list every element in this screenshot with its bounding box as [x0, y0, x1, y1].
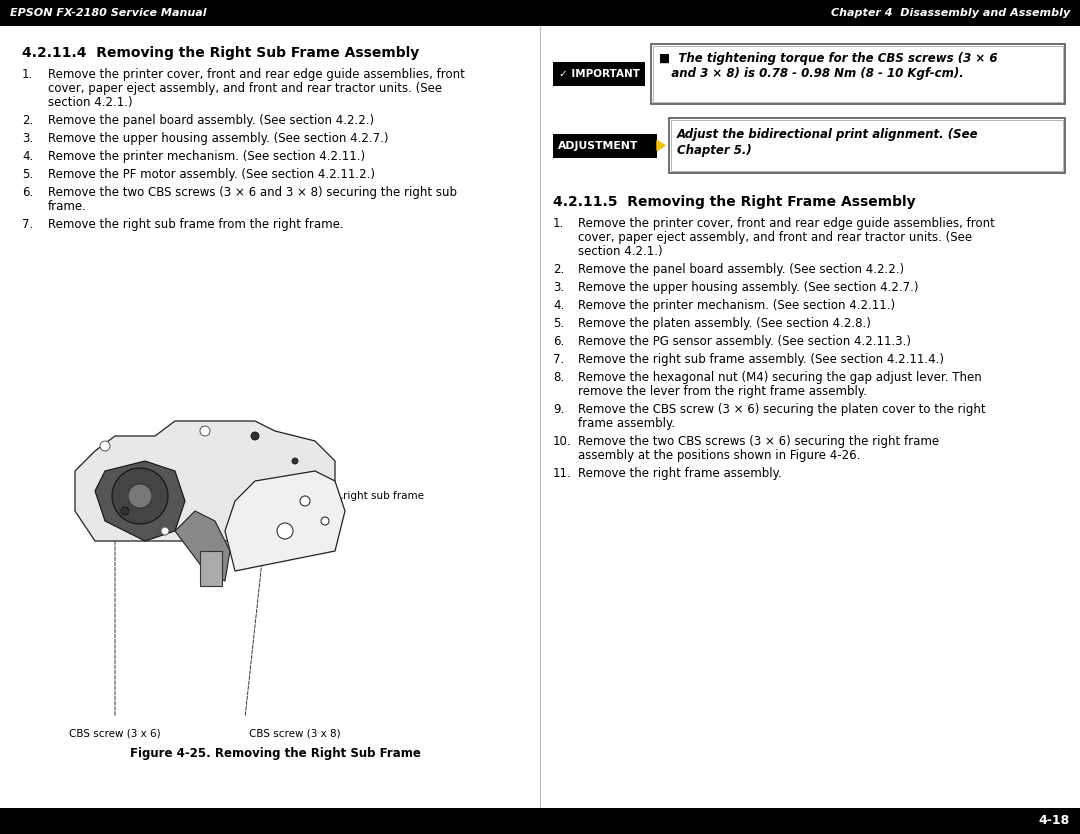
- Text: section 4.2.1.): section 4.2.1.): [48, 96, 133, 109]
- Text: 9.: 9.: [553, 403, 564, 416]
- Text: Remove the upper housing assembly. (See section 4.2.7.): Remove the upper housing assembly. (See …: [578, 281, 918, 294]
- Text: CBS screw (3 x 6): CBS screw (3 x 6): [69, 728, 161, 738]
- Text: Remove the platen assembly. (See section 4.2.8.): Remove the platen assembly. (See section…: [578, 317, 870, 330]
- Text: ADJUSTMENT: ADJUSTMENT: [558, 140, 638, 150]
- Text: ✓ IMPORTANT: ✓ IMPORTANT: [559, 69, 640, 79]
- Text: 7.: 7.: [22, 218, 33, 231]
- Text: 6.: 6.: [22, 186, 33, 199]
- Text: Remove the panel board assembly. (See section 4.2.2.): Remove the panel board assembly. (See se…: [578, 263, 904, 276]
- Text: Remove the panel board assembly. (See section 4.2.2.): Remove the panel board assembly. (See se…: [48, 114, 374, 127]
- Text: 5.: 5.: [22, 168, 33, 181]
- Text: frame.: frame.: [48, 200, 86, 213]
- Bar: [0, 0, 1080, 26]
- Text: Remove the upper housing assembly. (See section 4.2.7.): Remove the upper housing assembly. (See …: [48, 132, 389, 145]
- Text: 6.: 6.: [553, 335, 564, 348]
- Circle shape: [100, 441, 110, 451]
- Text: 1.: 1.: [553, 217, 564, 230]
- Text: 11.: 11.: [553, 467, 571, 480]
- Text: Remove the right frame assembly.: Remove the right frame assembly.: [578, 467, 782, 480]
- Text: assembly at the positions shown in Figure 4-26.: assembly at the positions shown in Figur…: [578, 449, 861, 462]
- Text: 4.2.11.4  Removing the Right Sub Frame Assembly: 4.2.11.4 Removing the Right Sub Frame As…: [22, 46, 419, 60]
- Text: remove the lever from the right frame assembly.: remove the lever from the right frame as…: [578, 385, 867, 398]
- Text: Remove the printer cover, front and rear edge guide assemblies, front: Remove the printer cover, front and rear…: [48, 68, 464, 81]
- Text: Remove the PG sensor assembly. (See section 4.2.11.3.): Remove the PG sensor assembly. (See sect…: [578, 335, 912, 348]
- Text: 2.: 2.: [22, 114, 33, 127]
- Text: Remove the printer cover, front and rear edge guide assemblies, front: Remove the printer cover, front and rear…: [578, 217, 995, 230]
- Circle shape: [121, 507, 129, 515]
- Text: 3.: 3.: [22, 132, 33, 145]
- Polygon shape: [95, 461, 185, 541]
- Circle shape: [321, 517, 329, 525]
- Text: cover, paper eject assembly, and front and rear tractor units. (See: cover, paper eject assembly, and front a…: [578, 231, 972, 244]
- Text: Remove the printer mechanism. (See section 4.2.11.): Remove the printer mechanism. (See secti…: [48, 150, 365, 163]
- Text: 8.: 8.: [553, 371, 564, 384]
- Polygon shape: [225, 471, 345, 571]
- Circle shape: [161, 527, 168, 535]
- Circle shape: [292, 458, 298, 464]
- Text: CBS screw (3 x 8): CBS screw (3 x 8): [249, 728, 341, 738]
- Text: section 4.2.1.): section 4.2.1.): [578, 245, 663, 258]
- Text: 5.: 5.: [553, 317, 564, 330]
- Text: 3.: 3.: [553, 281, 564, 294]
- Bar: [553, 133, 657, 158]
- Text: 4.: 4.: [553, 299, 564, 312]
- Circle shape: [112, 468, 168, 524]
- Polygon shape: [75, 421, 335, 541]
- Circle shape: [251, 432, 259, 440]
- Circle shape: [200, 426, 210, 436]
- Text: 10.: 10.: [553, 435, 571, 448]
- Text: Remove the hexagonal nut (M4) securing the gap adjust lever. Then: Remove the hexagonal nut (M4) securing t…: [578, 371, 982, 384]
- Text: Remove the two CBS screws (3 × 6 and 3 × 8) securing the right sub: Remove the two CBS screws (3 × 6 and 3 ×…: [48, 186, 457, 199]
- Text: 4.2.11.5  Removing the Right Frame Assembly: 4.2.11.5 Removing the Right Frame Assemb…: [553, 195, 916, 209]
- Text: right sub frame: right sub frame: [343, 491, 424, 501]
- Text: Chapter 4  Disassembly and Assembly: Chapter 4 Disassembly and Assembly: [831, 8, 1070, 18]
- Text: Remove the PF motor assembly. (See section 4.2.11.2.): Remove the PF motor assembly. (See secti…: [48, 168, 375, 181]
- Text: 7.: 7.: [553, 353, 564, 366]
- Polygon shape: [175, 511, 230, 581]
- Circle shape: [300, 496, 310, 506]
- Text: ■  The tightening torque for the CBS screws (3 × 6: ■ The tightening torque for the CBS scre…: [659, 52, 998, 65]
- Text: EPSON FX-2180 Service Manual: EPSON FX-2180 Service Manual: [10, 8, 206, 18]
- Text: and 3 × 8) is 0.78 - 0.98 Nm (8 - 10 Kgf-cm).: and 3 × 8) is 0.78 - 0.98 Nm (8 - 10 Kgf…: [659, 67, 963, 80]
- Circle shape: [129, 484, 152, 508]
- Bar: [669, 118, 1065, 173]
- Bar: [653, 46, 1063, 102]
- Text: Remove the two CBS screws (3 × 6) securing the right frame: Remove the two CBS screws (3 × 6) securi…: [578, 435, 940, 448]
- Text: 1.: 1.: [22, 68, 33, 81]
- Text: 4-18: 4-18: [1039, 815, 1070, 827]
- Text: Remove the printer mechanism. (See section 4.2.11.): Remove the printer mechanism. (See secti…: [578, 299, 895, 312]
- Bar: [0, 808, 1080, 834]
- Text: Remove the CBS screw (3 × 6) securing the platen cover to the right: Remove the CBS screw (3 × 6) securing th…: [578, 403, 986, 416]
- Polygon shape: [657, 140, 665, 150]
- Text: cover, paper eject assembly, and front and rear tractor units. (See: cover, paper eject assembly, and front a…: [48, 82, 442, 95]
- Bar: [651, 44, 1065, 104]
- Text: 2.: 2.: [553, 263, 564, 276]
- Text: Adjust the bidirectional print alignment. (See: Adjust the bidirectional print alignment…: [677, 128, 978, 141]
- Text: Chapter 5.): Chapter 5.): [677, 144, 752, 157]
- Text: Remove the right sub frame from the right frame.: Remove the right sub frame from the righ…: [48, 218, 343, 231]
- Circle shape: [276, 523, 293, 539]
- Bar: [200, 551, 222, 586]
- Bar: [553, 62, 645, 86]
- Text: Remove the right sub frame assembly. (See section 4.2.11.4.): Remove the right sub frame assembly. (Se…: [578, 353, 944, 366]
- Text: frame assembly.: frame assembly.: [578, 417, 675, 430]
- Bar: [671, 120, 1063, 171]
- Text: Figure 4-25. Removing the Right Sub Frame: Figure 4-25. Removing the Right Sub Fram…: [130, 747, 420, 760]
- Text: 4.: 4.: [22, 150, 33, 163]
